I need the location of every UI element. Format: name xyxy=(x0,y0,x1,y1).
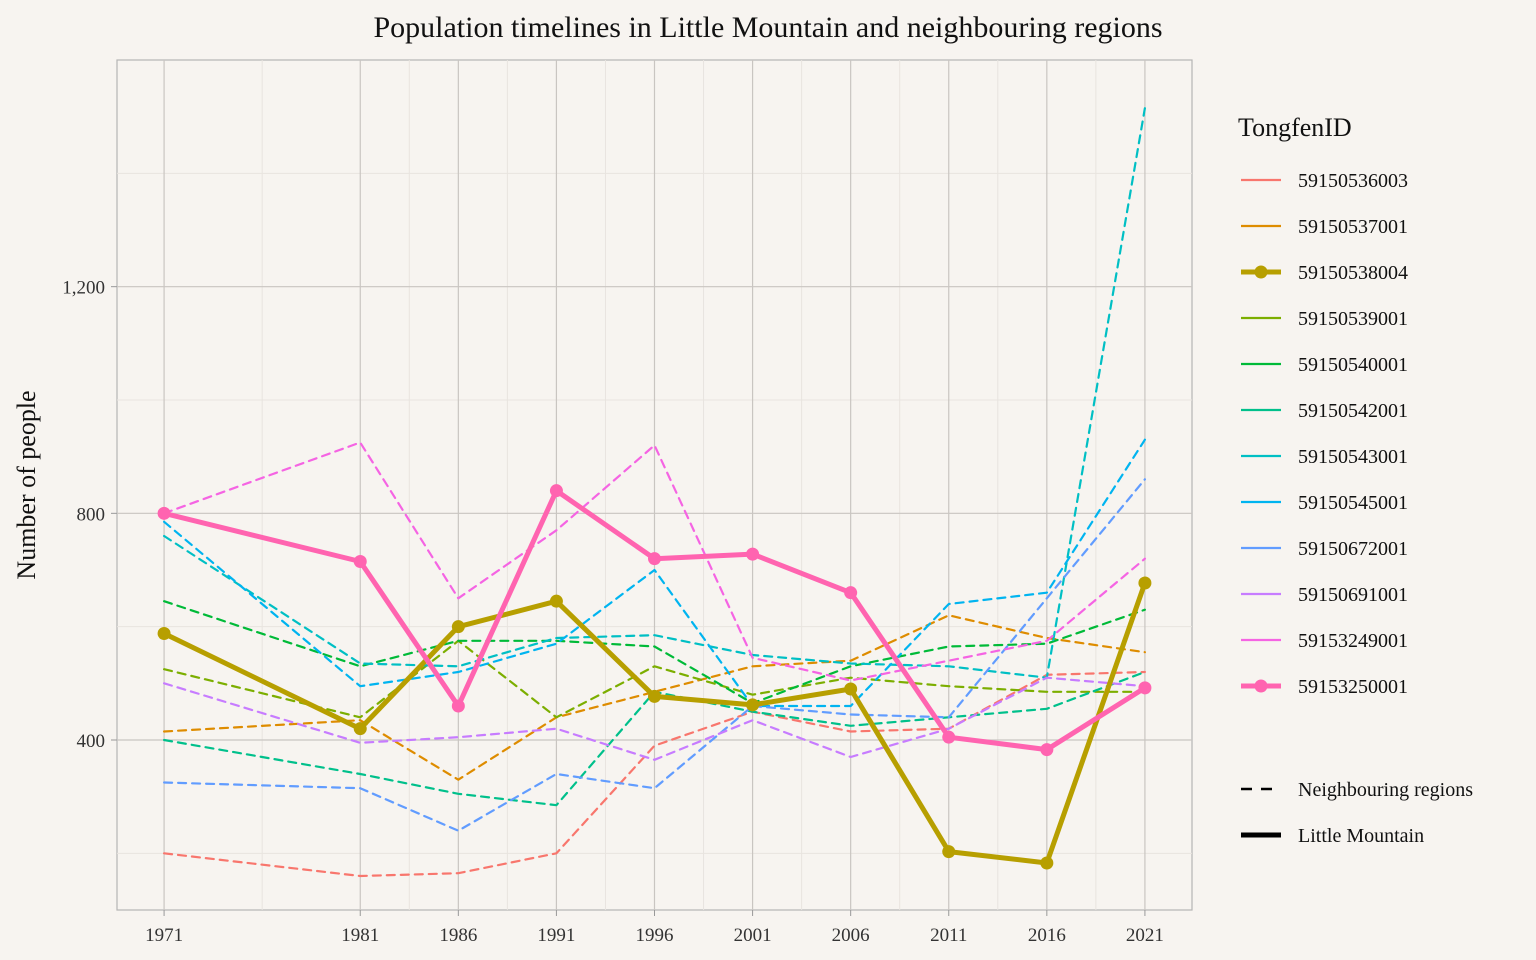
legend-label: 59150538004 xyxy=(1298,262,1408,284)
legend-item: 59150538004 xyxy=(1241,262,1408,284)
legend-label: 59153250001 xyxy=(1298,676,1408,698)
data-point xyxy=(1138,681,1152,695)
data-point xyxy=(353,555,367,568)
data-point xyxy=(451,620,465,634)
data-point xyxy=(549,594,563,608)
x-tick-label: 1971 xyxy=(145,925,183,946)
x-tick-label: 2001 xyxy=(734,925,772,946)
series-line xyxy=(163,670,1147,878)
series-line xyxy=(163,600,1147,705)
data-point xyxy=(746,547,760,561)
series-line xyxy=(161,580,1148,866)
data-point xyxy=(157,626,171,640)
series-59150672001 xyxy=(163,478,1147,832)
data-point xyxy=(942,845,956,859)
series-line xyxy=(161,488,1148,753)
legend-style-item: Neighbouring regions xyxy=(1241,779,1473,801)
series-layer xyxy=(157,107,1152,878)
series-line xyxy=(163,107,1147,679)
legend-title: TongfenID xyxy=(1238,113,1352,142)
data-point xyxy=(353,722,367,736)
legend-item: 59150537001 xyxy=(1241,216,1408,238)
data-point xyxy=(648,689,661,703)
legend-label: 59150540001 xyxy=(1298,354,1408,376)
series-59150538004 xyxy=(157,576,1152,870)
legend-style-label: Neighbouring regions xyxy=(1298,779,1473,801)
series-59150537001 xyxy=(163,614,1147,781)
legend-item: 59153250001 xyxy=(1241,676,1408,698)
legend-style-label: Little Mountain xyxy=(1298,825,1424,847)
legend-label: 59150542001 xyxy=(1298,400,1408,422)
y-axis-label: Number of people xyxy=(12,390,41,579)
legend-item: 59150536003 xyxy=(1241,170,1408,192)
legend-label: 59150545001 xyxy=(1298,492,1408,514)
series-line xyxy=(163,441,1147,682)
data-point xyxy=(549,484,563,498)
legend-label: 59150536003 xyxy=(1298,170,1408,192)
x-tick-label: 1986 xyxy=(439,925,477,946)
series-59150543001 xyxy=(163,107,1147,679)
legend-style-item: Little Mountain xyxy=(1241,825,1424,847)
x-tick-label: 1981 xyxy=(341,925,379,946)
series-59150545001 xyxy=(163,438,1147,708)
data-point xyxy=(844,682,858,696)
legend-item: 59150542001 xyxy=(1241,400,1408,422)
y-tick-label: 400 xyxy=(77,731,106,752)
x-tick-label: 2021 xyxy=(1126,925,1164,946)
legend-label: 59150537001 xyxy=(1298,216,1408,238)
data-point xyxy=(942,730,956,744)
series-59150539001 xyxy=(163,639,1147,719)
legend-key-point xyxy=(1254,679,1268,693)
legend-label: 59150691001 xyxy=(1298,584,1408,606)
legend-item: 59150540001 xyxy=(1241,354,1408,376)
x-tick-label: 1996 xyxy=(636,925,674,946)
series-59150691001 xyxy=(163,676,1147,761)
x-axis: 1971 1981 1986 1991 1996 2001 2006 2011 2016 2021 xyxy=(145,910,1164,946)
series-line xyxy=(163,614,1147,781)
series-59153249001 xyxy=(163,441,1147,682)
series-59153250001 xyxy=(157,484,1152,757)
data-point xyxy=(1040,743,1054,757)
legend: TongfenID 59150536003 59150537001 59150538… xyxy=(1238,113,1473,847)
legend-key-point xyxy=(1254,265,1268,279)
legend-item: 59150543001 xyxy=(1241,446,1408,468)
legend-label: 59150543001 xyxy=(1298,446,1408,468)
x-tick-label: 2011 xyxy=(930,925,967,946)
series-line xyxy=(163,639,1147,719)
data-point xyxy=(1138,576,1152,590)
data-point xyxy=(1040,856,1054,870)
data-point xyxy=(157,506,171,520)
legend-item: 59150539001 xyxy=(1241,308,1408,330)
series-59150540001 xyxy=(163,600,1147,705)
y-axis: 400 800 1,200 xyxy=(62,278,117,752)
legend-item: 59150545001 xyxy=(1241,492,1408,514)
data-point xyxy=(648,552,661,566)
legend-label: 59150672001 xyxy=(1298,538,1408,560)
legend-item: 59150672001 xyxy=(1241,538,1408,560)
x-tick-label: 2006 xyxy=(832,925,870,946)
series-line xyxy=(163,676,1147,761)
y-tick-label: 800 xyxy=(77,504,106,525)
series-line xyxy=(163,438,1147,708)
data-point xyxy=(844,586,858,600)
legend-label: 59150539001 xyxy=(1298,308,1408,330)
x-tick-label: 2016 xyxy=(1028,925,1066,946)
data-point xyxy=(746,698,760,712)
y-tick-label: 1,200 xyxy=(62,278,105,299)
chart-title: Population timelines in Little Mountain … xyxy=(373,11,1162,44)
legend-label: 59153249001 xyxy=(1298,630,1408,652)
series-59150536003 xyxy=(163,670,1147,878)
legend-item: 59153249001 xyxy=(1241,630,1408,652)
legend-item: 59150691001 xyxy=(1241,584,1408,606)
data-point xyxy=(451,699,465,713)
x-tick-label: 1991 xyxy=(537,925,575,946)
series-line xyxy=(163,478,1147,832)
